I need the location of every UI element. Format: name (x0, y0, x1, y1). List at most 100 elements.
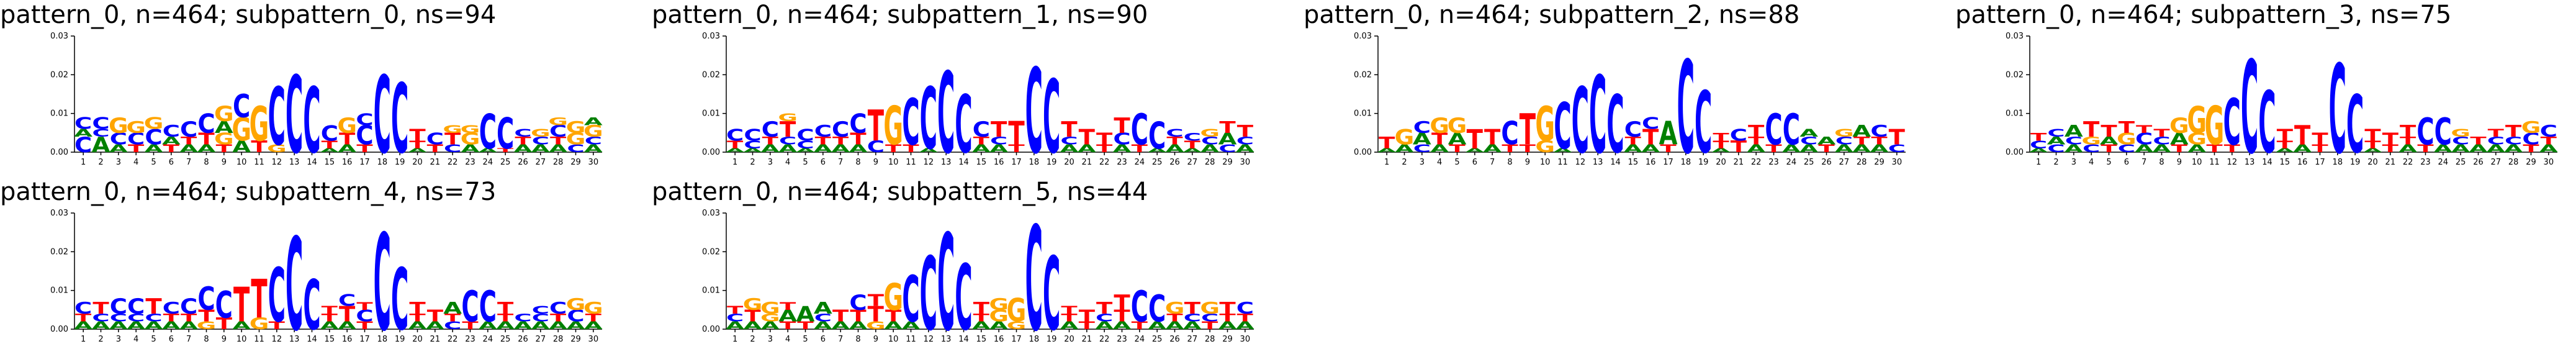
logo-letter-c: C (163, 299, 180, 318)
x-tick-label: 21 (2385, 158, 2396, 167)
logo-letter-c: C (110, 294, 127, 319)
x-tick-label: 8 (204, 158, 209, 167)
logo-letter-t: T (585, 312, 602, 324)
logo-letter-c: C (1096, 312, 1113, 324)
logo-letter-g: G (1200, 127, 1220, 140)
logo-letter-a: A (726, 320, 744, 332)
logo-letter-t: T (973, 135, 990, 147)
logo-letter-c: C (1236, 135, 1254, 147)
logo-letter-t: T (2488, 127, 2505, 140)
logo-letter-c: C (1201, 135, 1218, 147)
logo-letter-t: T (322, 138, 338, 151)
logo-letter-g: G (2117, 130, 2137, 148)
logo-letter-a: A (849, 320, 868, 332)
logo-letter-c: C (1113, 130, 1130, 148)
logo-letter-g: G (197, 320, 217, 332)
logo-letter-t: T (181, 312, 197, 324)
x-tick-label: 29 (1222, 335, 1233, 344)
logo-letter-t: T (1765, 143, 1782, 155)
logo-letter-a: A (74, 127, 92, 140)
x-tick-label: 17 (2315, 158, 2325, 167)
logo-letter-t: T (427, 307, 444, 325)
logo-letter-a: A (514, 320, 533, 332)
logo-letter-t: T (1184, 138, 1201, 151)
x-tick-label: 10 (236, 335, 247, 344)
logo-letter-a: A (1218, 130, 1238, 148)
logo-letter-c: C (268, 71, 286, 164)
logo-letter-t: T (1818, 143, 1835, 155)
logo-letter-a: A (479, 320, 497, 332)
logo-letter-t: T (2417, 143, 2434, 155)
logo-letter-c: C (1677, 34, 1695, 177)
x-tick-label: 17 (359, 335, 370, 344)
logo-letter-g: G (443, 123, 462, 135)
logo-letter-t: T (815, 135, 832, 147)
logo-letter-t: T (885, 143, 902, 155)
logo-letter-c: C (127, 294, 145, 319)
logo-letter-c: C (514, 127, 531, 140)
x-tick-label: 28 (553, 158, 564, 167)
logo-letter-c: C (2416, 110, 2434, 153)
logo-letter-t: T (1484, 125, 1500, 150)
logo-letter-c: C (2452, 135, 2469, 147)
x-tick-label: 15 (976, 335, 987, 344)
logo-letter-t: T (2541, 135, 2557, 147)
logo-letter-c: C (286, 211, 303, 354)
x-tick-label: 17 (1011, 335, 1022, 344)
logo-panel: pattern_0, n=464; subpattern_2, ns=88 0.… (1304, 0, 1955, 177)
logo-letter-a: A (1747, 143, 1765, 155)
logo-letter-a: A (1236, 143, 1254, 155)
x-tick-label: 8 (204, 335, 209, 344)
logo-letter-c: C (902, 86, 919, 160)
logo-letter-g: G (1834, 127, 1854, 140)
logo-letter-t: T (1096, 143, 1113, 155)
logo-letter-t: T (1166, 312, 1183, 324)
logo-letter-c: C (867, 138, 885, 157)
logo-letter-a: A (1799, 143, 1818, 155)
logo-letter-t: T (1889, 125, 1905, 150)
logo-letter-a: A (972, 143, 991, 155)
logo-letter-g: G (250, 98, 269, 152)
x-tick-label: 14 (958, 158, 969, 167)
logo-letter-t: T (2312, 130, 2328, 148)
logo-letter-a: A (531, 143, 550, 155)
y-tick-label: 0.02 (2006, 70, 2024, 79)
logo-letter-c: C (1043, 59, 1060, 176)
logo-letter-a: A (1430, 143, 1449, 155)
logo-letter-c: C (814, 312, 832, 324)
x-tick-label: 4 (133, 335, 138, 344)
logo-letter-c: C (2505, 135, 2522, 147)
x-tick-label: 10 (2192, 158, 2202, 167)
logo-letter-a: A (1659, 115, 1678, 152)
x-tick-label: 5 (2106, 158, 2111, 167)
logo-letter-t: T (1853, 135, 1870, 147)
logo-letter-a: A (2451, 143, 2470, 155)
x-tick-label: 28 (1857, 158, 1867, 167)
logo-letter-g: G (2205, 96, 2225, 157)
logo-panel: pattern_0, n=464; subpattern_0, ns=94 0.… (0, 0, 652, 177)
logo-letter-t: T (497, 299, 514, 318)
logo-letter-c: C (902, 263, 919, 337)
logo-letter-c: C (127, 130, 145, 148)
logo-letter-c: C (1166, 127, 1183, 140)
x-tick-label: 24 (2438, 158, 2449, 167)
x-tick-label: 2 (2053, 158, 2058, 167)
logo-letter-a: A (1060, 320, 1079, 332)
logo-letter-c: C (1025, 43, 1043, 177)
logo-letter-c: C (1131, 283, 1148, 332)
logo-letter-t: T (2294, 120, 2311, 151)
logo-letter-c: C (2065, 135, 2083, 147)
x-tick-label: 24 (1786, 158, 1797, 167)
y-tick-label: 0.03 (50, 209, 68, 218)
logo-letter-c: C (444, 320, 461, 332)
logo-letter-c: C (532, 312, 549, 324)
logo-letter-t: T (1431, 130, 1448, 148)
logo-letter-a: A (92, 132, 110, 157)
logo-letter-t: T (251, 138, 268, 157)
logo-letter-a: A (1852, 143, 1871, 155)
logo-letter-a: A (1641, 143, 1660, 155)
logo-letter-c: C (180, 117, 197, 142)
x-tick-label: 10 (888, 335, 899, 344)
logo-letter-t: T (2364, 126, 2381, 145)
logo-letter-t: T (497, 312, 514, 324)
